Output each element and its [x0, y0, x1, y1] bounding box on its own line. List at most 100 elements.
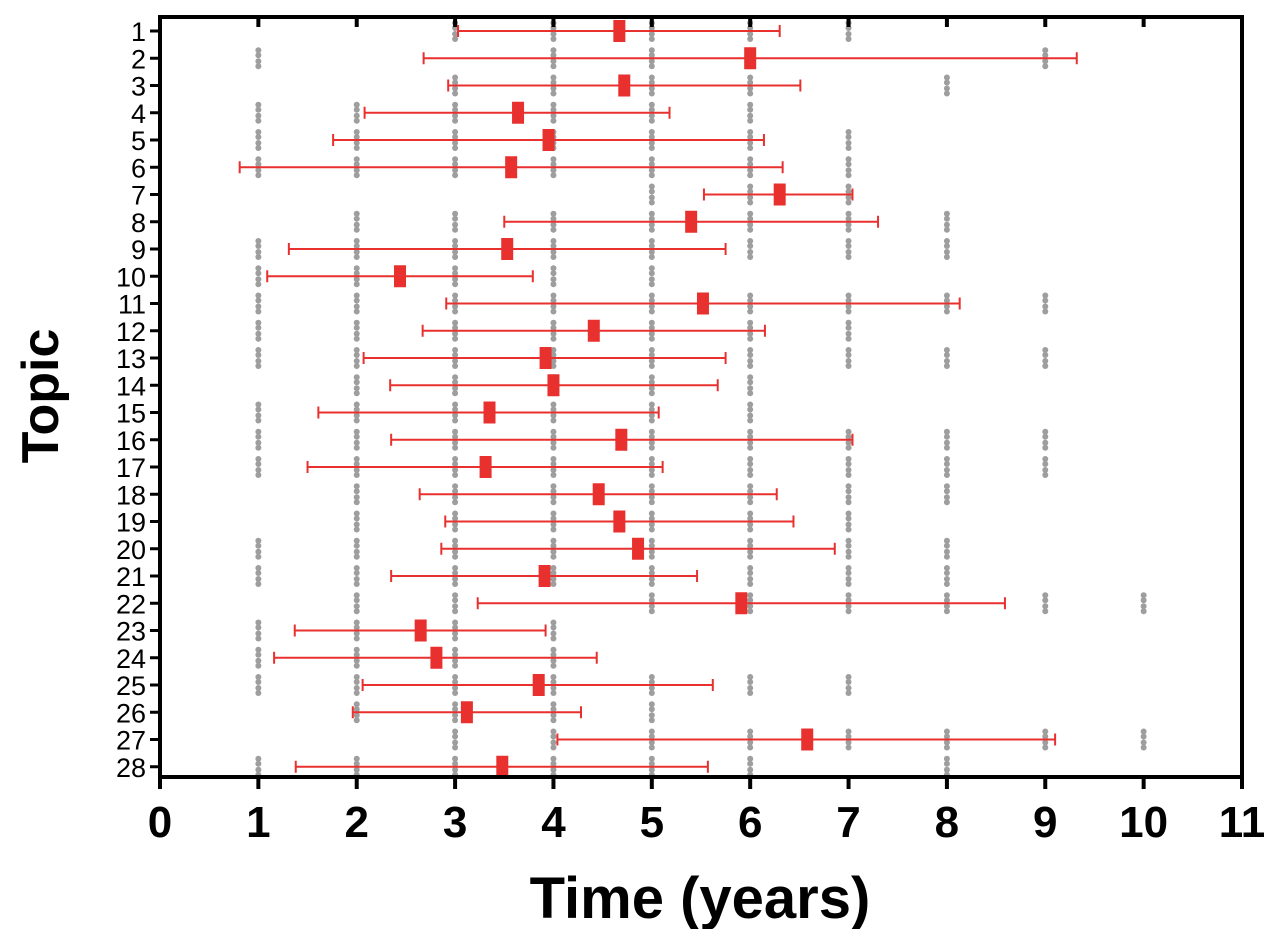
observation-point	[648, 570, 655, 576]
observation-point	[1042, 472, 1049, 478]
observation-point	[452, 576, 459, 582]
observation-point	[255, 140, 262, 146]
observation-point	[747, 226, 754, 233]
observation-point	[648, 717, 655, 724]
observation-point	[747, 428, 754, 435]
observation-point	[550, 651, 557, 658]
observation-point	[747, 444, 754, 451]
y-tick-label: 11	[118, 290, 146, 320]
observation-point	[255, 281, 262, 288]
y-tick-label: 26	[116, 698, 146, 728]
observation-point	[747, 90, 754, 97]
y-tick-label: 9	[131, 235, 146, 265]
observation-point	[943, 456, 950, 462]
observation-point	[648, 335, 655, 342]
observation-point	[845, 570, 852, 576]
observation-point	[648, 483, 655, 490]
observation-point	[550, 630, 557, 637]
observation-point	[747, 472, 754, 478]
observation-point	[943, 85, 950, 92]
observation-point	[845, 363, 852, 369]
observation-point	[550, 281, 557, 288]
observation-point	[550, 712, 557, 719]
observation-point	[452, 439, 459, 446]
observation-point	[747, 401, 754, 408]
observation-point	[255, 63, 262, 70]
mean-marker	[801, 728, 814, 751]
observation-point	[452, 483, 459, 490]
x-tick-label: 6	[738, 798, 762, 847]
observation-point	[1042, 292, 1049, 299]
observation-point	[648, 134, 655, 140]
observation-point	[747, 74, 754, 81]
observation-point	[747, 156, 754, 163]
observation-point	[747, 243, 754, 249]
mean-marker	[538, 565, 551, 587]
observation-point	[255, 542, 262, 549]
observation-point	[452, 739, 459, 746]
y-tick-label: 20	[116, 535, 146, 565]
observation-point	[452, 330, 459, 337]
observation-point	[255, 674, 262, 680]
observation-point	[452, 156, 459, 163]
observation-point	[353, 685, 360, 691]
observation-point	[255, 433, 262, 440]
x-tick-label: 4	[541, 798, 566, 847]
observation-point	[845, 303, 852, 310]
observation-point	[550, 439, 557, 446]
observation-point	[1042, 428, 1049, 435]
observation-point	[747, 374, 754, 381]
observation-point	[648, 608, 655, 615]
observation-point	[255, 363, 262, 369]
observation-point	[648, 106, 655, 113]
observation-point	[353, 624, 360, 631]
observation-point	[943, 303, 950, 310]
observation-point	[255, 156, 262, 163]
observation-point	[550, 352, 557, 358]
observation-point	[452, 401, 459, 408]
mean-marker	[613, 20, 626, 42]
observation-point	[845, 685, 852, 691]
y-tick-label: 24	[116, 644, 146, 674]
observation-point	[648, 254, 655, 260]
observation-point	[648, 542, 655, 549]
observation-point	[452, 129, 459, 135]
observation-point	[747, 521, 754, 528]
observation-point	[1140, 597, 1147, 604]
observation-point	[747, 412, 754, 419]
observation-point	[648, 417, 655, 424]
observation-point	[1042, 597, 1049, 604]
x-tick-label: 0	[148, 798, 172, 847]
observation-point	[353, 374, 360, 381]
mean-marker	[532, 674, 545, 696]
observation-point	[452, 297, 459, 304]
observation-point	[255, 347, 262, 353]
observation-point	[648, 728, 655, 735]
observation-point	[747, 766, 754, 773]
observation-point	[747, 739, 754, 746]
observation-point	[845, 352, 852, 358]
axes: 0 1 2 3 4 5 6 7 8 9 10 1112345678910111213141516171…	[116, 15, 1265, 847]
observation-point	[1042, 728, 1049, 735]
observation-point	[452, 172, 459, 179]
observation-point	[747, 238, 754, 244]
observation-point	[648, 52, 655, 59]
observation-point	[845, 335, 852, 342]
observation-point	[845, 215, 852, 222]
observation-point	[648, 308, 655, 315]
observation-point	[353, 106, 360, 113]
observation-point	[255, 679, 262, 685]
observation-point	[943, 433, 950, 440]
observation-point	[845, 292, 852, 299]
observation-point	[845, 324, 852, 331]
observation-point	[845, 542, 852, 549]
observation-point	[648, 603, 655, 610]
observation-point	[452, 221, 459, 228]
observation-point	[353, 674, 360, 680]
observation-point	[452, 553, 459, 560]
observation-point	[550, 433, 557, 440]
observation-point	[747, 112, 754, 119]
observation-point	[550, 548, 557, 555]
observation-point	[452, 592, 459, 599]
observation-point	[452, 140, 459, 146]
